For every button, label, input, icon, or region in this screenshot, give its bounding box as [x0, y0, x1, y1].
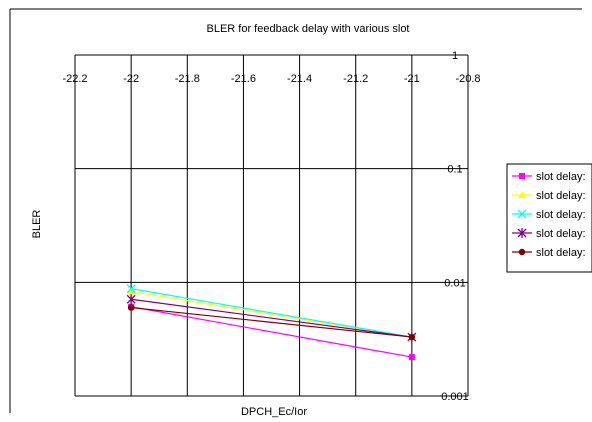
grid: [74, 54, 469, 397]
x-tick-label-4: -21.4: [287, 73, 312, 85]
y-tick-label-1: 0.1: [447, 164, 462, 176]
x-tick-label-3: -21.6: [231, 73, 256, 85]
series-3: [126, 294, 417, 343]
x-tick-label-7: -20.8: [455, 73, 480, 85]
legend-item-0: slot delay:: [512, 171, 586, 183]
y-tick-label-0: 1: [452, 50, 458, 62]
chart-frame: [9, 8, 582, 413]
x-tick-label-1: -22: [123, 73, 139, 85]
legend-label-0: slot delay:: [536, 171, 586, 183]
legend-label-2: slot delay:: [536, 209, 586, 221]
series-4-point-0: [127, 304, 135, 311]
x-tick-label-0: -22.2: [62, 73, 87, 85]
x-tick-label-6: -21: [404, 73, 420, 85]
legend-marker-3: [517, 228, 527, 238]
legend-label-3: slot delay:: [536, 228, 586, 240]
y-tick-labels: 1 0.1 0.01 0.001: [441, 50, 469, 403]
y-tick-label-2: 0.01: [444, 277, 465, 289]
legend-marker-4: [518, 248, 526, 256]
series-0-point-1: [408, 354, 415, 361]
series-2-point-0: [126, 284, 136, 294]
legend: slot delay: slot delay: slot delay: slot de…: [506, 163, 592, 273]
legend-item-3: slot delay:: [512, 228, 586, 240]
y-tick-label-3: 0.001: [441, 391, 469, 403]
series-layer: [126, 284, 417, 361]
legend-item-1: slot delay:: [512, 190, 586, 202]
legend-label-4: slot delay:: [536, 247, 586, 259]
series-3-point-0: [126, 294, 136, 305]
legend-marker-0: [519, 173, 525, 179]
series-4-point-1: [408, 333, 416, 341]
series-line-4: [131, 306, 412, 338]
legend-label-1: slot delay:: [536, 190, 586, 202]
series-line-3: [131, 298, 412, 338]
legend-item-2: slot delay:: [512, 209, 586, 221]
x-tick-labels: -22.2 -22 -21.8 -21.6 -21.4 -21.2 -21 -20.8: [62, 73, 480, 85]
x-axis-title: DPCH_Ec/Ior: [241, 406, 307, 418]
x-tick-label-5: -21.2: [343, 73, 368, 85]
y-axis-title: BLER: [31, 210, 43, 239]
legend-marker-2: [517, 209, 527, 219]
series-1-point-0: [127, 287, 136, 295]
legend-item-4: slot delay:: [512, 247, 586, 259]
series-line-0: [131, 306, 412, 358]
legend-marker-1: [518, 191, 526, 198]
series-line-2: [131, 288, 412, 338]
x-tick-label-2: -21.8: [175, 73, 200, 85]
chart-title: BLER for feedback delay with various slo…: [207, 23, 410, 35]
series-4: [127, 304, 416, 341]
